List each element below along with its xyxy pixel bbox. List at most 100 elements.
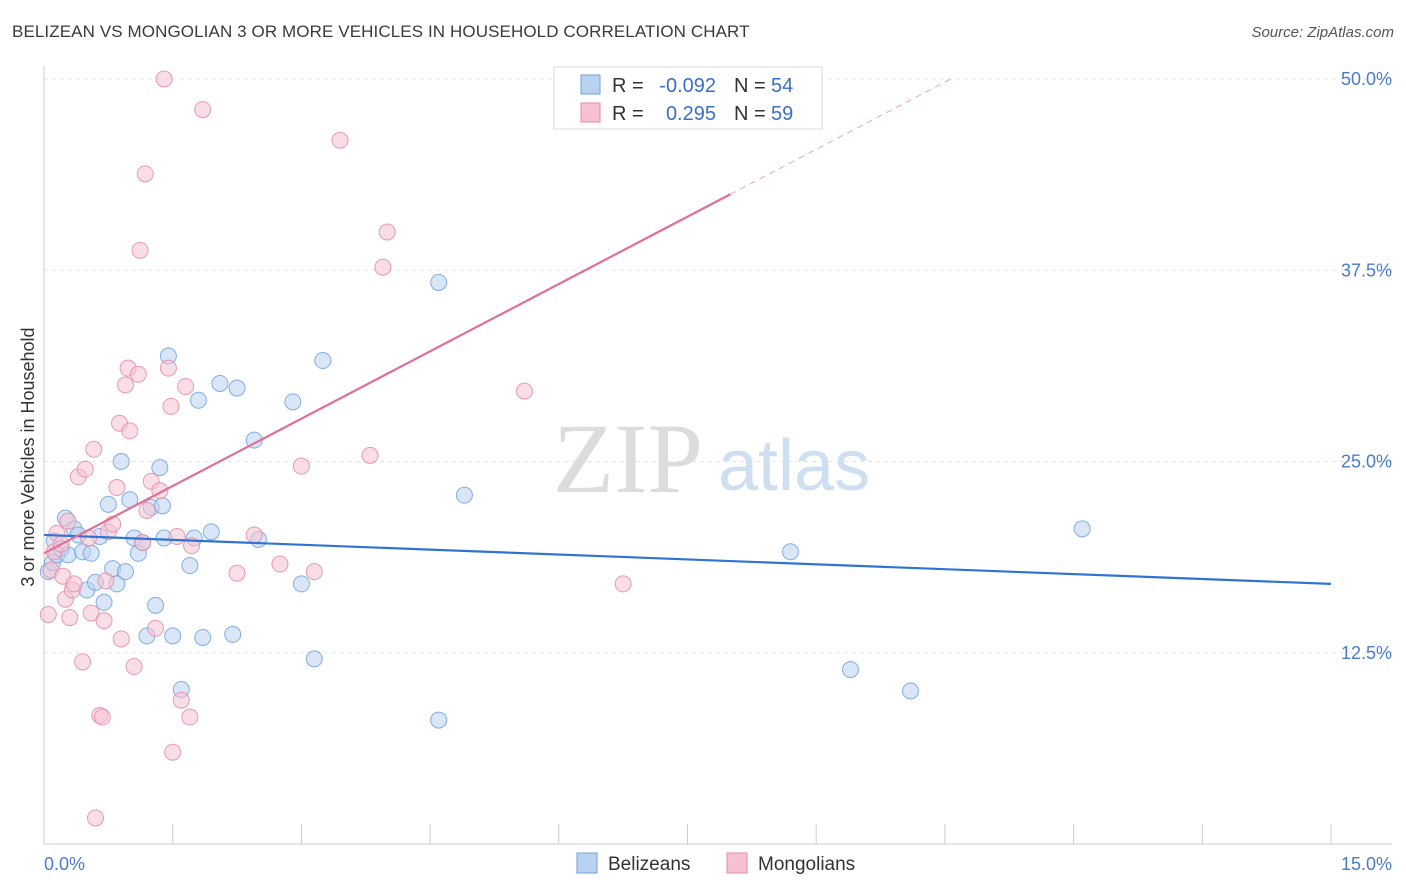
belizean-trend-line bbox=[43, 533, 1332, 585]
belizean-point-46 bbox=[314, 352, 332, 370]
belizean-point-36 bbox=[194, 628, 212, 646]
mongolian-point-51 bbox=[271, 555, 289, 573]
belizean-point-19 bbox=[117, 563, 135, 581]
mongolian-point-27 bbox=[117, 376, 135, 394]
mongolian-point-40 bbox=[159, 359, 177, 377]
belizean-point-18 bbox=[112, 453, 130, 470]
legend-n-value-2: 59 bbox=[771, 103, 793, 125]
y-axis-label: 3 or more Vehicles in Household bbox=[18, 327, 38, 586]
belizean-point-37 bbox=[202, 523, 220, 541]
legend-r-value-2: 0.295 bbox=[666, 103, 716, 125]
mongolian-point-10 bbox=[65, 575, 83, 593]
watermark-zip: ZIP bbox=[553, 403, 703, 514]
mongolian-point-57 bbox=[378, 223, 396, 241]
belizean-point-26 bbox=[147, 596, 165, 614]
mongolian-point-42 bbox=[164, 743, 182, 761]
legend-r-label-1: R = bbox=[612, 75, 644, 97]
legend-n-value-1: 54 bbox=[771, 75, 793, 97]
watermark-atlas: atlas bbox=[718, 426, 870, 506]
bottom-legend-belizeans: Belizeans bbox=[608, 854, 690, 875]
source-label: Source: ZipAtlas.com bbox=[1251, 24, 1394, 41]
mongolian-point-41 bbox=[162, 397, 180, 415]
belizean-point-47 bbox=[430, 273, 448, 291]
bottom-legend-swatch-mongolians bbox=[726, 852, 748, 874]
mongolian-point-55 bbox=[361, 446, 379, 464]
mongolian-point-16 bbox=[85, 440, 103, 458]
mongolian-point-52 bbox=[292, 457, 310, 475]
mongolian-point-34 bbox=[136, 165, 154, 183]
legend-swatch-mongolians bbox=[580, 102, 601, 123]
mongolian-point-59 bbox=[614, 575, 632, 593]
mongolian-point-54 bbox=[331, 131, 349, 149]
mongolian-point-33 bbox=[134, 534, 152, 552]
legend-n-label-1: N = bbox=[734, 75, 766, 97]
mongolian-point-49 bbox=[228, 564, 246, 582]
belizean-point-28 bbox=[153, 497, 171, 515]
mongolian-point-29 bbox=[121, 422, 139, 440]
mongolian-point-13 bbox=[76, 460, 94, 478]
mongolian-point-53 bbox=[305, 563, 323, 581]
legend-r-label-2: R = bbox=[612, 103, 644, 125]
grid-lines bbox=[44, 78, 1392, 654]
belizean-point-15 bbox=[99, 495, 117, 513]
mongolian-point-45 bbox=[177, 378, 195, 396]
bottom-legend: Belizeans Mongolians bbox=[576, 852, 855, 875]
mongolian-point-17 bbox=[86, 809, 104, 827]
belizean-point-27 bbox=[151, 459, 169, 477]
mongolian-point-56 bbox=[374, 258, 392, 276]
mongolian-point-12 bbox=[74, 653, 92, 671]
belizean-point-39 bbox=[224, 625, 242, 643]
x-tick-min: 0.0% bbox=[44, 854, 85, 874]
mongolian-point-35 bbox=[138, 501, 156, 519]
belizean-point-14 bbox=[95, 593, 113, 611]
bottom-legend-swatch-belizeans bbox=[576, 852, 598, 874]
mongolian-point-48 bbox=[194, 101, 212, 119]
mongolian-trend-extension bbox=[730, 78, 952, 195]
mongolian-point-39 bbox=[155, 70, 173, 88]
y-tick-labels: 12.5% 25.0% 37.5% 50.0% bbox=[1341, 69, 1392, 663]
mongolian-point-7 bbox=[59, 512, 77, 530]
legend: R = -0.092 N = 54 R = 0.295 N = 59 bbox=[553, 66, 823, 130]
belizean-point-45 bbox=[305, 650, 323, 668]
mongolian-point-30 bbox=[125, 658, 143, 676]
mongolian-point-0 bbox=[39, 606, 57, 623]
trend-lines bbox=[43, 78, 1332, 585]
y-tick-3: 50.0% bbox=[1341, 69, 1392, 89]
mongolian-trend-line bbox=[43, 193, 731, 555]
belizean-point-31 bbox=[164, 627, 182, 645]
mongolian-point-32 bbox=[131, 241, 149, 259]
mongolian-point-24 bbox=[108, 479, 126, 497]
mongolian-point-19 bbox=[93, 708, 111, 726]
mongolian-point-43 bbox=[168, 527, 186, 545]
belizean-point-43 bbox=[284, 393, 302, 411]
y-tick-0: 12.5% bbox=[1341, 643, 1392, 663]
belizean-point-49 bbox=[455, 486, 473, 504]
belizean-point-35 bbox=[189, 391, 207, 409]
mongolian-point-8 bbox=[61, 609, 79, 627]
belizean-point-50 bbox=[781, 543, 799, 561]
chart-title: BELIZEAN VS MONGOLIAN 3 OR MORE VEHICLES… bbox=[12, 22, 750, 41]
y-tick-2: 37.5% bbox=[1341, 260, 1392, 280]
y-tick-1: 25.0% bbox=[1341, 452, 1392, 472]
mongolian-point-15 bbox=[82, 604, 100, 622]
mongolian-point-58 bbox=[515, 382, 533, 400]
mongolian-point-50 bbox=[245, 526, 263, 544]
axes bbox=[43, 66, 1392, 845]
legend-swatch-belizeans bbox=[580, 74, 601, 95]
belizean-point-38 bbox=[211, 374, 229, 392]
mongolian-point-44 bbox=[172, 691, 190, 709]
belizean-point-48 bbox=[430, 711, 448, 729]
belizean-point-40 bbox=[228, 379, 246, 397]
belizean-point-44 bbox=[292, 575, 310, 593]
watermark: ZIP atlas bbox=[553, 403, 870, 514]
belizean-point-51 bbox=[842, 661, 860, 679]
belizean-point-11 bbox=[82, 544, 100, 562]
mongolian-point-46 bbox=[181, 708, 199, 726]
mongolian-point-20 bbox=[95, 612, 113, 630]
data-points bbox=[39, 70, 1091, 827]
mongolian-point-26 bbox=[112, 630, 130, 648]
x-tick-max: 15.0% bbox=[1341, 854, 1392, 874]
bottom-legend-mongolians: Mongolians bbox=[758, 854, 855, 875]
mongolian-point-31 bbox=[129, 365, 147, 383]
